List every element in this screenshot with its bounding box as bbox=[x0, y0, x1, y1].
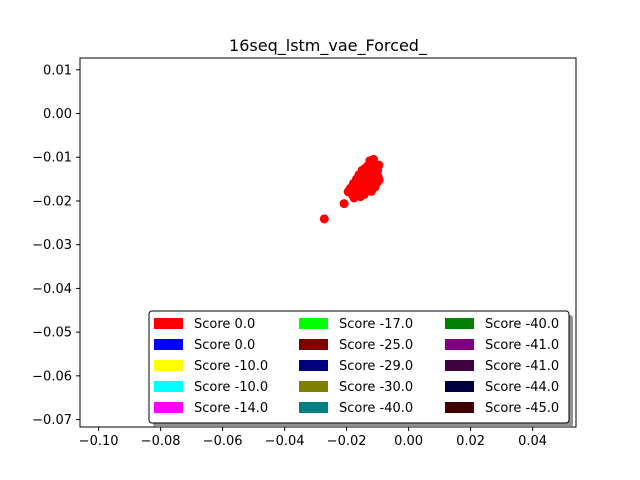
legend-swatch bbox=[299, 339, 328, 350]
legend-label: Score 0.0 bbox=[194, 338, 255, 353]
legend-swatch bbox=[299, 360, 328, 371]
y-tick-label: −0.01 bbox=[32, 151, 72, 166]
y-tick-label: −0.02 bbox=[32, 194, 72, 209]
legend-swatch bbox=[154, 318, 183, 329]
x-axis: −0.10 −0.08 −0.06 −0.04 −0.02 0.00 0.02 0.04 bbox=[79, 427, 547, 449]
data-point bbox=[374, 160, 384, 170]
legend-label: Score -41.0 bbox=[485, 359, 559, 374]
legend-label: Score -10.0 bbox=[194, 359, 268, 374]
y-tick-label: 0.01 bbox=[43, 63, 72, 78]
legend-swatch bbox=[299, 381, 328, 392]
y-tick-label: −0.06 bbox=[32, 369, 72, 384]
data-point bbox=[319, 214, 329, 224]
legend-label: Score -14.0 bbox=[194, 401, 268, 416]
legend-swatch bbox=[154, 381, 183, 392]
legend-label: Score -17.0 bbox=[339, 317, 413, 332]
x-tick-label: 0.02 bbox=[456, 434, 485, 449]
legend-swatch bbox=[299, 402, 328, 413]
legend-swatch bbox=[445, 402, 474, 413]
x-tick-label: −0.08 bbox=[141, 434, 181, 449]
legend-label: Score -40.0 bbox=[339, 401, 413, 416]
legend-label: Score -40.0 bbox=[485, 317, 559, 332]
x-tick-label: 0.04 bbox=[518, 434, 547, 449]
legend-label: Score -44.0 bbox=[485, 380, 559, 395]
x-tick-label: −0.06 bbox=[203, 434, 243, 449]
legend-swatch bbox=[299, 318, 328, 329]
y-tick-label: −0.05 bbox=[32, 326, 72, 341]
legend-swatch bbox=[445, 360, 474, 371]
legend-swatch bbox=[154, 402, 183, 413]
legend-swatch bbox=[445, 381, 474, 392]
y-tick-label: −0.03 bbox=[32, 238, 72, 253]
legend-label: Score -25.0 bbox=[339, 338, 413, 353]
legend-label: Score -45.0 bbox=[485, 401, 559, 416]
y-axis: 0.01 0.00 −0.01 −0.02 −0.03 −0.04 −0.05 −0.06 −0… bbox=[32, 63, 80, 428]
x-tick-label: −0.10 bbox=[79, 434, 119, 449]
legend-swatch bbox=[154, 360, 183, 371]
legend-label: Score -30.0 bbox=[339, 380, 413, 395]
data-point bbox=[360, 182, 370, 192]
scatter-points bbox=[319, 154, 384, 224]
y-tick-label: 0.00 bbox=[43, 107, 72, 122]
legend-label: Score -29.0 bbox=[339, 359, 413, 374]
legend-label: Score -41.0 bbox=[485, 338, 559, 353]
legend-swatch bbox=[154, 339, 183, 350]
legend: Score 0.0 Score 0.0 Score -10.0 Score -10.0… bbox=[148, 310, 573, 427]
legend-label: Score -10.0 bbox=[194, 380, 268, 395]
chart-title: 16seq_lstm_vae_Forced_ bbox=[229, 36, 428, 56]
x-tick-label: −0.02 bbox=[327, 434, 367, 449]
x-tick-label: −0.04 bbox=[265, 434, 305, 449]
legend-swatch bbox=[445, 318, 474, 329]
legend-label: Score 0.0 bbox=[194, 317, 255, 332]
y-tick-label: −0.04 bbox=[32, 282, 72, 297]
data-point bbox=[339, 199, 349, 209]
x-tick-label: 0.00 bbox=[394, 434, 423, 449]
legend-swatch bbox=[445, 339, 474, 350]
y-tick-label: −0.07 bbox=[32, 413, 72, 428]
